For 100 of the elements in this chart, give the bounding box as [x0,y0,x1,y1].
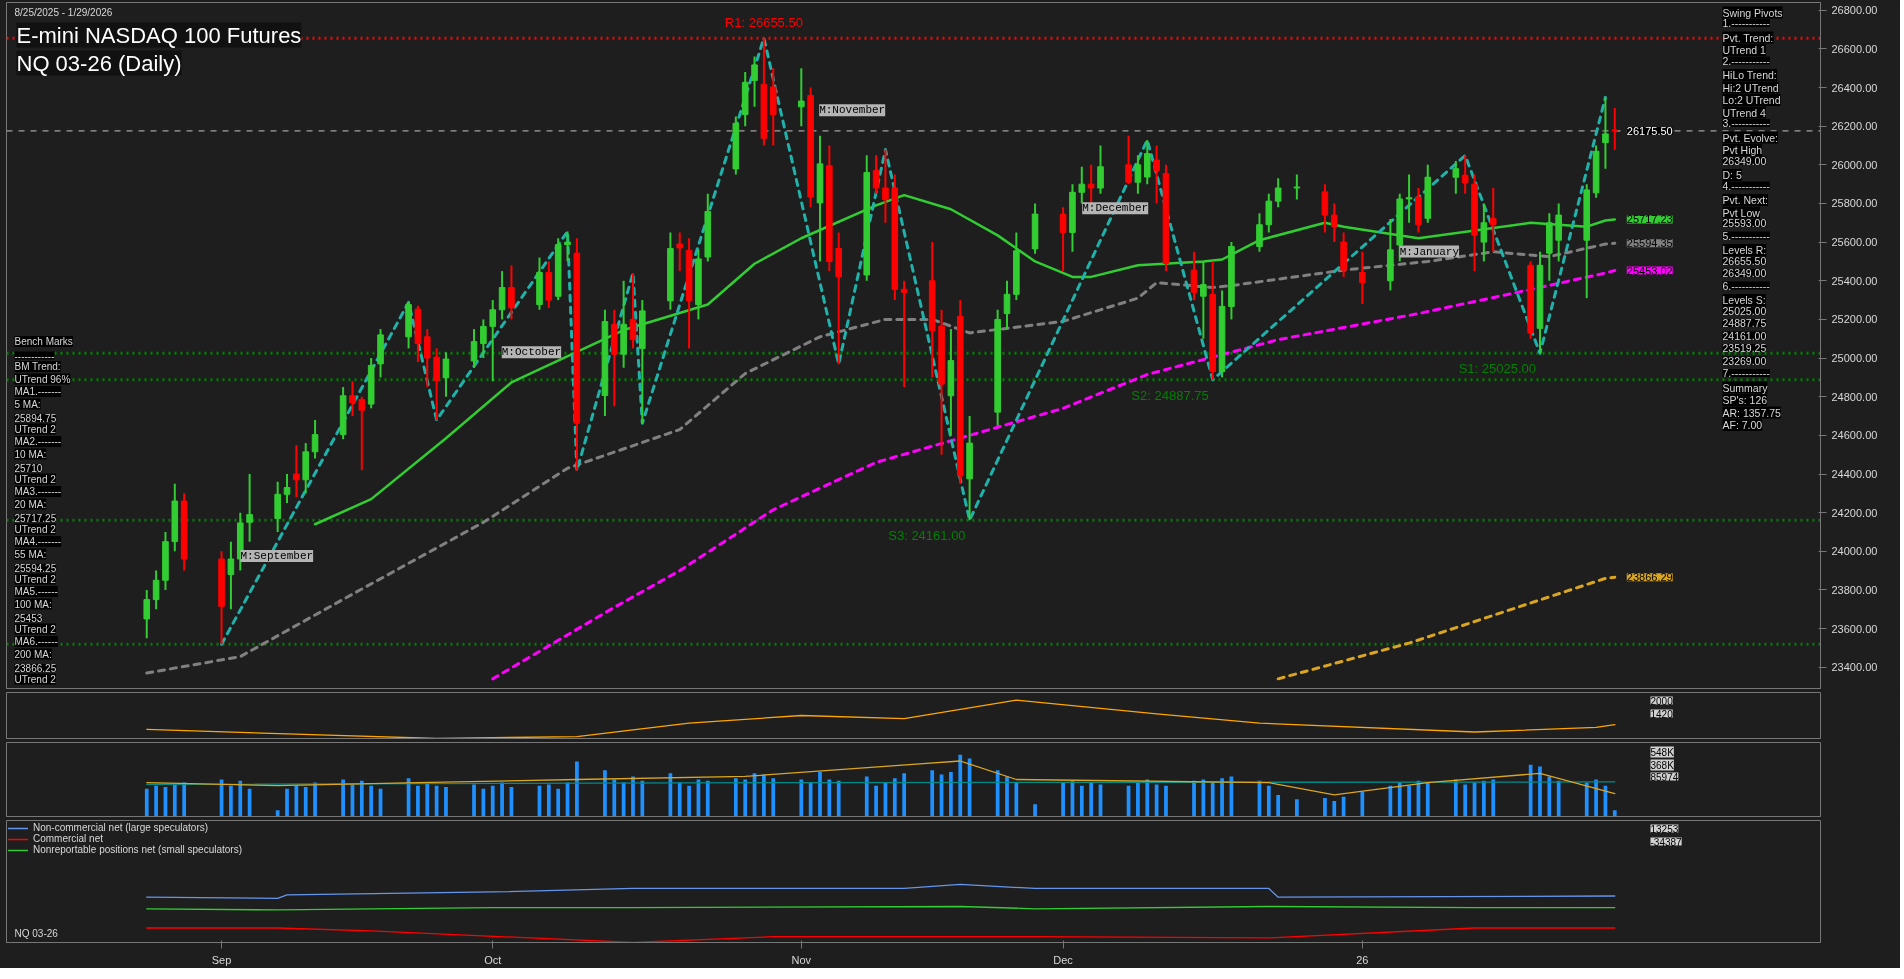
bar [771,778,776,817]
ref-line-label: R1: 26655.50 [724,15,803,31]
bar [1033,804,1037,817]
bar [416,785,420,817]
bar [1276,794,1281,817]
ref-line-label: S2: 24887.75 [1131,387,1209,403]
bar [1528,764,1533,817]
bar [1556,780,1561,817]
y-tick-label: 25000.00 [1831,352,1878,365]
y-tick-label: 24400.00 [1831,468,1878,480]
y-tick-label: 23800.00 [1831,583,1878,596]
bar [1164,785,1168,817]
y-tick-label: 26200.00 [1831,120,1878,133]
bar [733,778,738,817]
y-tick-label: 24600.00 [1831,429,1878,442]
bar [930,770,935,817]
y-tick-label: 25600.00 [1831,236,1878,249]
bar [1014,782,1019,817]
y-tick-label: 25400.00 [1831,274,1878,287]
bar [612,779,617,817]
bar [677,782,682,817]
bar [808,782,813,817]
bar [836,780,841,817]
bar [995,770,1000,817]
annotation: 2000 [1650,695,1674,707]
bar [1136,782,1140,817]
bar [144,788,149,817]
bar [229,785,233,817]
bar [902,773,907,817]
bar [818,772,822,817]
legend-label: Non-commercial net (large speculators) [33,822,209,833]
y-tick-label: 24000.00 [1831,545,1878,558]
bar [874,785,878,817]
line-series [145,241,1617,675]
annotation: M:January [1399,245,1460,258]
annotation: 368K [1650,759,1675,771]
bar [1323,798,1327,817]
y-tick-label: 25200.00 [1831,313,1878,326]
bar [1210,782,1215,817]
bar [1201,779,1206,817]
bar [1266,785,1271,817]
candlestick [676,231,684,273]
text: Bench Marks ------------ BM Trend: UTrend 96% MA1.------- 5 MA: 25894.75 UTrend 2 MA2.------- 10 MA: 25710 UTrend 2 MA3.------- 20 MA: 25717.25 UTrend 2 MA4.------- 55 MA: 25594.25 UTrend 2 MA5.------ 100 MA: 25453 UTrend 2 MA6.------ 200 MA: 23866.25 UTrend 2 [14,336,73,685]
line-series [1276,575,1617,681]
ref-line-label: S1: 25025.00 [1458,361,1536,377]
y-tick-label: 24800.00 [1831,390,1878,403]
bar [172,784,177,817]
bar [799,779,804,817]
bar [1482,780,1486,817]
bar [1220,778,1224,817]
bar [1079,785,1084,817]
text: Swing Pivots 1.----------- Pvt. Trend: UTrend 1 2.----------- HiLo Trend: Hi:2 UTrend Lo:2 UTrend UTrend 4 3.----------- Pvt. Evolve: Pvt High 26349.00 D: 5 4.----------- Pvt. Next: Pvt Low 25593.00 5.----------- Levels R: 26655.50 26349.00 6.----------- Levels S: 25025.00 24887.75 24161.00 23519.25 23269.00 7.----------- Summary SP's: 126 AR: 1357.75 AF: 7.00 [1722,6,1783,431]
data-label: 25453.02 [1626,264,1673,277]
bar [687,785,691,817]
bar [556,788,561,817]
bar [275,810,280,817]
bar [238,780,243,817]
bar [1397,782,1402,817]
bar [640,780,645,817]
data-label: 23866.29 [1626,571,1673,584]
bar [892,778,897,817]
bar [575,761,579,817]
bar [341,779,345,817]
y-tick-label: 25800.00 [1831,197,1878,210]
annotation: M:September [240,550,314,563]
bar [631,776,635,817]
x-tick-label: Nov [791,953,812,966]
candlestick [1293,173,1301,201]
text: 13253 [1650,823,1679,835]
bar [182,782,187,817]
bar [154,785,158,817]
annotation: 8/25/2025 - 1/29/2026 [14,6,113,18]
bar [1594,779,1598,817]
bar [425,782,430,817]
bar [1089,782,1094,817]
bar [359,780,364,817]
y-tick-label: 26800.00 [1831,4,1878,17]
bar [490,785,495,817]
text: -34387 [1650,836,1683,848]
bar [705,780,710,817]
bar [1407,785,1411,817]
ref-line-label: S3: 24161.00 [888,528,966,544]
bar [603,770,607,817]
bar [1005,776,1009,817]
annotation: 85974 [1650,771,1679,783]
bar [827,779,832,817]
y-tick-label: 24200.00 [1831,506,1878,519]
bar [313,782,317,817]
x-tick-label: Dec [1053,953,1074,966]
text: E-mini NASDAQ 100 Futures [16,22,302,48]
x-tick-label: Oct [484,953,502,966]
bar [1192,780,1196,817]
bar [864,776,869,817]
bar [1425,782,1430,817]
y-tick-label: 26600.00 [1831,42,1878,55]
bar [743,779,748,817]
line-series [491,269,1617,681]
candlestick [1087,163,1095,205]
data-label: 25594.35 [1626,237,1673,250]
legend-label: Commercial net [33,833,104,844]
